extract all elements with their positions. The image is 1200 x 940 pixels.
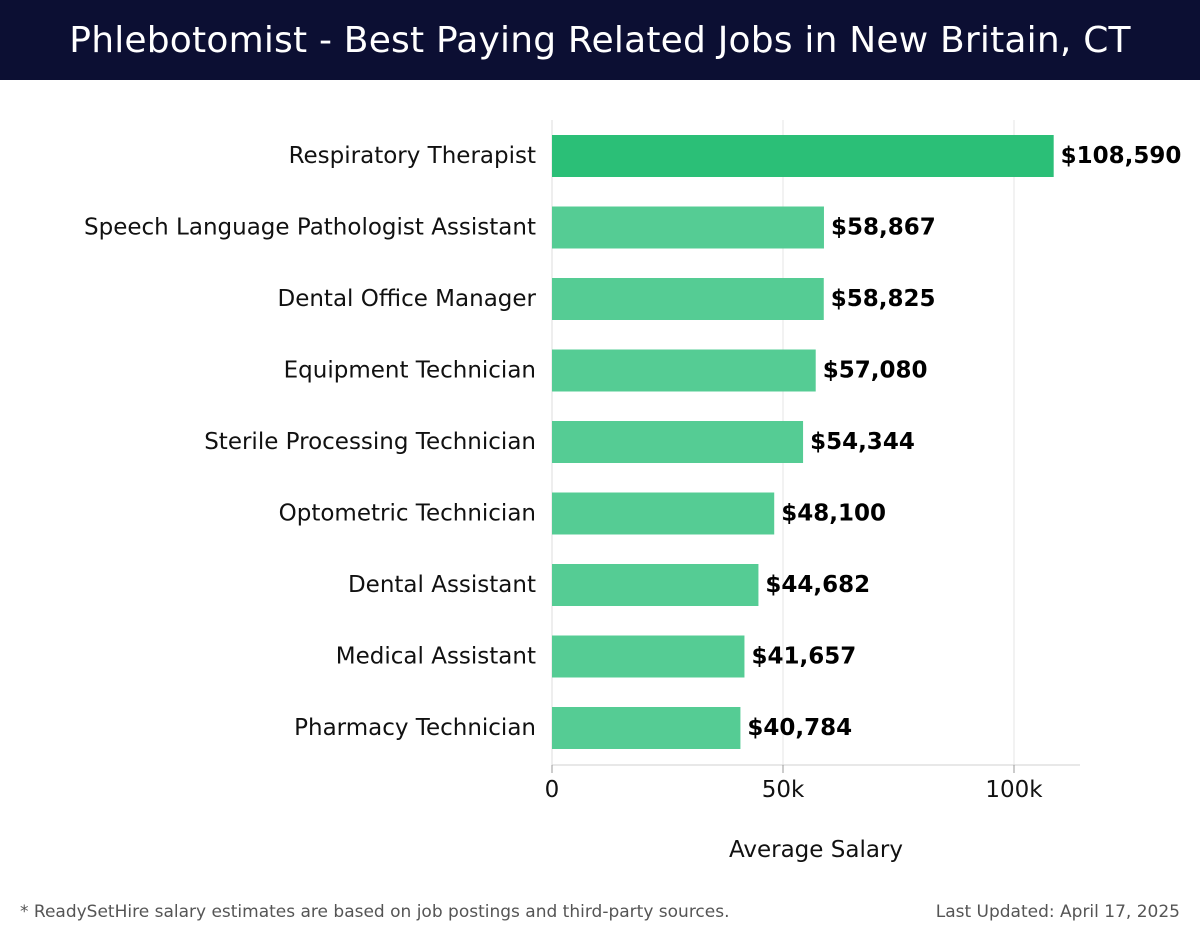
value-label: $44,682	[765, 572, 870, 598]
bar	[552, 206, 824, 249]
category-label: Dental Office Manager	[277, 286, 536, 312]
bar	[552, 492, 775, 535]
category-label: Respiratory Therapist	[289, 143, 536, 169]
bar	[552, 707, 741, 749]
category-label: Sterile Processing Technician	[204, 429, 536, 455]
bar	[552, 564, 759, 606]
x-tick-label: 0	[545, 777, 560, 803]
last-updated: Last Updated: April 17, 2025	[935, 902, 1180, 922]
value-label: $41,657	[751, 644, 856, 670]
category-label: Medical Assistant	[336, 644, 536, 670]
value-label: $58,825	[831, 286, 936, 312]
value-label: $54,344	[810, 429, 915, 455]
category-label: Speech Language Pathologist Assistant	[84, 215, 536, 241]
value-label: $108,590	[1061, 143, 1182, 169]
x-tick-label: 100k	[985, 777, 1043, 803]
category-label: Dental Assistant	[348, 572, 536, 598]
value-label: $48,100	[781, 501, 886, 527]
bar	[552, 421, 804, 463]
bar-chart: Respiratory Therapist $108,590 Speech Lang…	[84, 120, 1182, 863]
bar	[552, 349, 816, 392]
category-label: Pharmacy Technician	[294, 715, 536, 741]
value-label: $58,867	[831, 215, 936, 241]
category-label: Optometric Technician	[279, 501, 536, 527]
bar	[552, 278, 824, 320]
bar	[552, 135, 1054, 177]
footer-note: * ReadySetHire salary estimates are base…	[20, 902, 730, 922]
x-axis-label: Average Salary	[729, 837, 903, 863]
value-label: $40,784	[747, 715, 852, 741]
category-label: Equipment Technician	[284, 358, 536, 384]
value-label: $57,080	[823, 358, 928, 384]
x-tick-label: 50k	[762, 777, 805, 803]
chart-title: Phlebotomist - Best Paying Related Jobs …	[69, 19, 1131, 61]
header-banner: Phlebotomist - Best Paying Related Jobs …	[0, 0, 1200, 80]
bar	[552, 635, 745, 678]
